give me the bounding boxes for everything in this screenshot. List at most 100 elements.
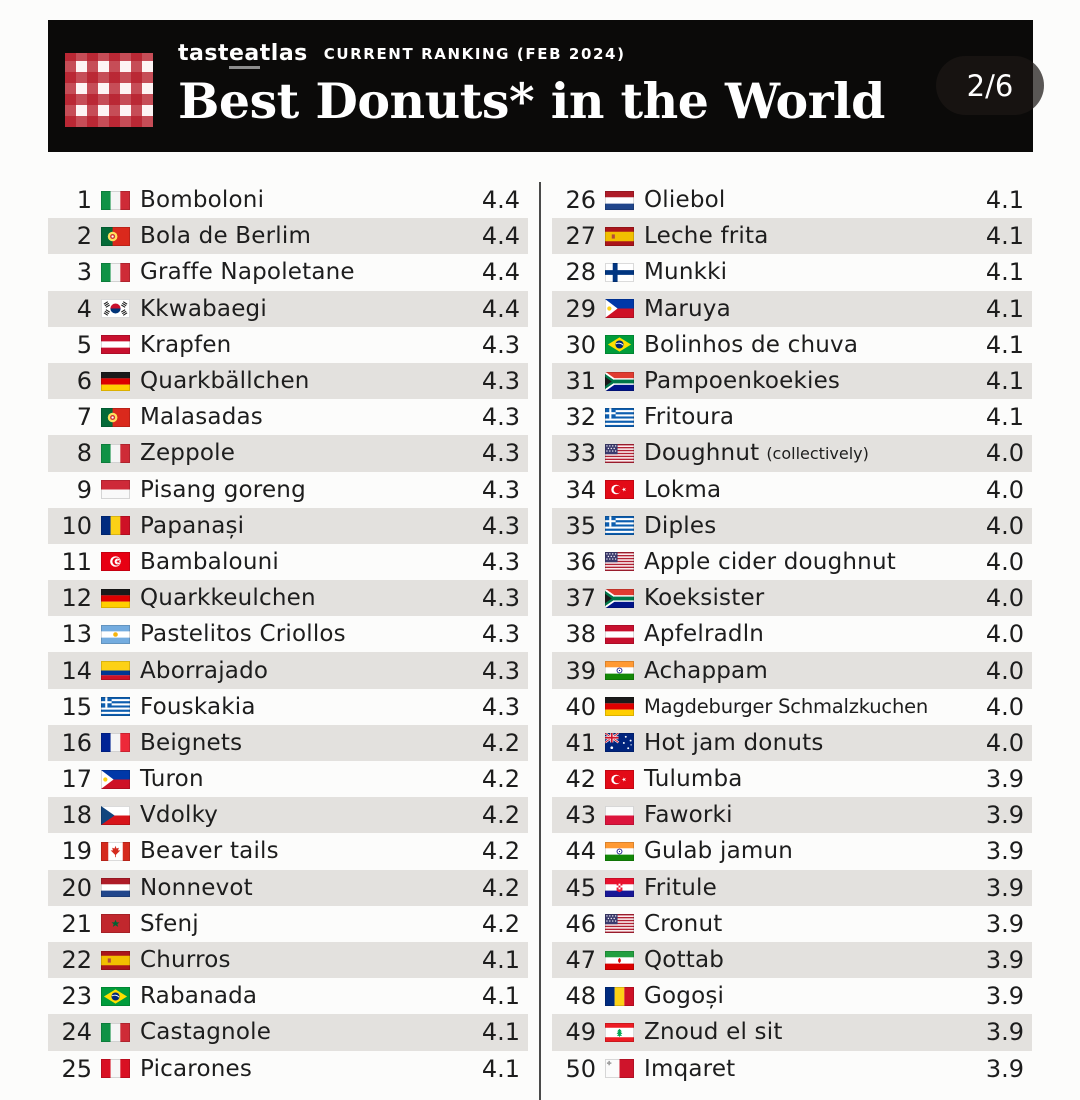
- ranking-row: 20 Nonnevot 4.2: [48, 869, 528, 906]
- rank-number: 17: [61, 765, 92, 794]
- rank-number: 45: [565, 873, 596, 902]
- rating-value: 4.3: [481, 403, 520, 432]
- dish-name: Pampoenkoekies: [644, 368, 841, 395]
- rating-value: 4.2: [481, 801, 520, 830]
- ranking-row: 21 Sfenj 4.2: [48, 906, 528, 942]
- ranking-row: 29 Maruya 4.1: [552, 290, 1032, 327]
- dish-name: Quarkbällchen: [140, 368, 310, 395]
- rank-number: 21: [61, 909, 92, 938]
- rank-number: 8: [76, 439, 92, 468]
- ranking-row: 31 Pampoenkoekies 4.1: [552, 362, 1032, 400]
- ranking-row: 1 Bomboloni 4.4: [48, 182, 528, 218]
- ranking-row: 32 Fritoura 4.1: [552, 399, 1032, 435]
- rating-value: 4.3: [481, 439, 520, 468]
- rating-value: 4.3: [481, 475, 520, 504]
- rank-number: 4: [76, 294, 92, 323]
- rank-number: 48: [565, 982, 596, 1011]
- flag-usa-icon: [605, 552, 634, 572]
- flag-germany-icon: [605, 697, 634, 717]
- rank-number: 2: [76, 222, 92, 251]
- rating-value: 4.1: [481, 1018, 520, 1047]
- flag-south-korea-icon: [101, 299, 130, 319]
- rating-value: 4.2: [481, 873, 520, 902]
- flag-argentina-icon: [101, 624, 130, 644]
- rank-number: 1: [76, 186, 92, 215]
- ranking-row: 48 Gogoși 3.9: [552, 978, 1032, 1014]
- rank-number: 36: [565, 547, 596, 576]
- flag-czechia-icon: [101, 805, 130, 825]
- flag-lebanon-icon: [605, 1022, 634, 1042]
- dish-name: Achappam: [644, 657, 768, 684]
- dish-name: Znoud el sit: [644, 1019, 783, 1046]
- ranking-row: 7 Malasadas 4.3: [48, 399, 528, 435]
- rating-value: 3.9: [985, 837, 1024, 866]
- rank-number: 11: [61, 547, 92, 576]
- flag-netherlands-icon: [101, 878, 130, 898]
- header-text-block: tasteatlas CURRENT RANKING (FEB 2024) Be…: [178, 38, 885, 129]
- ranking-row: 11 Bambalouni 4.3: [48, 544, 528, 580]
- flag-brazil-icon: [101, 986, 130, 1006]
- ranking-column-2: 26 Oliebol 4.1 27 Leche frita 4.1 28 Mun…: [552, 182, 1032, 1087]
- rank-number: 42: [565, 765, 596, 794]
- ranking-row: 40 Magdeburger Schmalzkuchen 4.0: [552, 689, 1032, 725]
- rating-value: 4.3: [481, 547, 520, 576]
- flag-greece-icon: [101, 697, 130, 717]
- rating-value: 4.1: [481, 1054, 520, 1083]
- rank-number: 24: [61, 1018, 92, 1047]
- rank-number: 43: [565, 801, 596, 830]
- rank-number: 22: [61, 946, 92, 975]
- rank-number: 5: [76, 330, 92, 359]
- ranking-row: 42 Tulumba 3.9: [552, 761, 1032, 797]
- ranking-row: 35 Diples 4.0: [552, 507, 1032, 544]
- rating-value: 4.1: [481, 946, 520, 975]
- rank-number: 40: [565, 692, 596, 721]
- dish-name: Churros: [140, 947, 231, 974]
- ranking-row: 13 Pastelitos Criollos 4.3: [48, 616, 528, 652]
- flag-italy-icon: [101, 190, 130, 210]
- ranking-row: 10 Papanași 4.3: [48, 507, 528, 544]
- ranking-row: 49 Znoud el sit 3.9: [552, 1014, 1032, 1051]
- rating-value: 4.3: [481, 692, 520, 721]
- flag-brazil-icon: [605, 335, 634, 355]
- ranking-row: 15 Fouskakia 4.3: [48, 689, 528, 725]
- rating-value: 3.9: [985, 873, 1024, 902]
- rating-value: 4.0: [985, 656, 1024, 685]
- rating-value: 4.1: [985, 367, 1024, 396]
- flag-finland-icon: [605, 262, 634, 282]
- ranking-row: 17 Turon 4.2: [48, 761, 528, 797]
- dish-name: Pisang goreng: [140, 476, 306, 503]
- brand-line: tasteatlas CURRENT RANKING (FEB 2024): [178, 38, 885, 69]
- rating-value: 4.1: [985, 186, 1024, 215]
- flag-india-icon: [605, 661, 634, 681]
- ranking-row: 37 Koeksister 4.0: [552, 580, 1032, 617]
- rank-number: 30: [565, 330, 596, 359]
- rank-number: 27: [565, 222, 596, 251]
- ranking-row: 12 Quarkkeulchen 4.3: [48, 580, 528, 617]
- ranking-row: 16 Beignets 4.2: [48, 724, 528, 761]
- rating-value: 3.9: [985, 909, 1024, 938]
- rating-value: 3.9: [985, 1018, 1024, 1047]
- rating-value: 4.0: [985, 692, 1024, 721]
- rank-number: 35: [565, 511, 596, 540]
- ranking-row: 27 Leche frita 4.1: [552, 218, 1032, 255]
- flag-india-icon: [605, 841, 634, 861]
- flag-turkey-icon: [605, 769, 634, 789]
- ranking-row: 33 Doughnut (collectively) 4.0: [552, 435, 1032, 472]
- dish-name: Beignets: [140, 729, 243, 756]
- dish-name: Munkki: [644, 259, 728, 286]
- ranking-row: 28 Munkki 4.1: [552, 254, 1032, 290]
- rank-number: 49: [565, 1018, 596, 1047]
- dish-name: Gulab jamun: [644, 838, 794, 865]
- rating-value: 3.9: [985, 982, 1024, 1011]
- rating-value: 4.0: [985, 547, 1024, 576]
- rating-value: 4.3: [481, 367, 520, 396]
- rank-number: 50: [565, 1054, 596, 1083]
- rating-value: 4.1: [985, 294, 1024, 323]
- rating-value: 4.1: [985, 258, 1024, 287]
- dish-name: Aborrajado: [140, 657, 269, 684]
- flag-germany-icon: [101, 588, 130, 608]
- flag-spain-icon: [101, 950, 130, 970]
- rank-number: 39: [565, 656, 596, 685]
- rank-number: 31: [565, 367, 596, 396]
- rank-number: 38: [565, 620, 596, 649]
